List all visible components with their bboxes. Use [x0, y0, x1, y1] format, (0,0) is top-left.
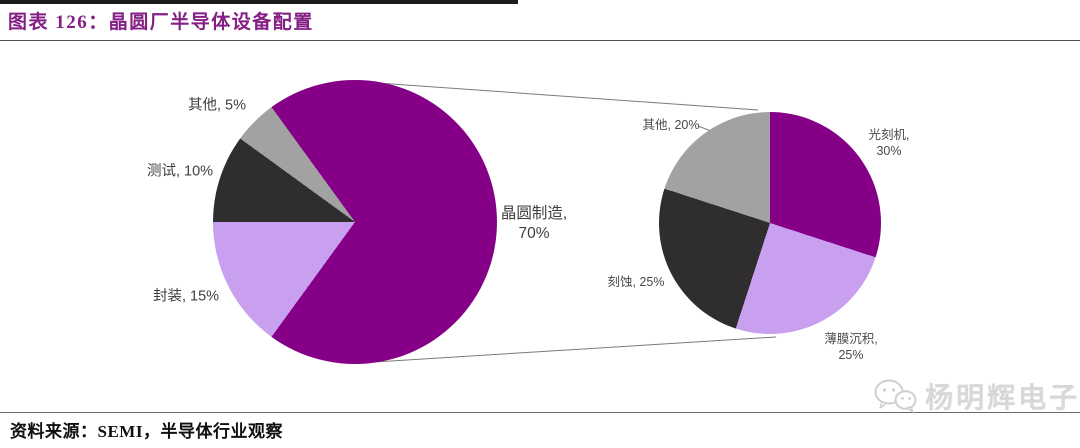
top-accent-bar	[0, 0, 518, 4]
watermark-text: 杨明辉电子	[924, 383, 1080, 414]
pie-wafer-fab-breakdown	[659, 112, 881, 334]
label-main-test: 测试, 10%	[146, 163, 214, 180]
wechat-icon	[874, 379, 917, 413]
title-divider	[0, 40, 1080, 41]
label-main-other: 其他, 5%	[187, 97, 247, 114]
label-sec-thin-film: 薄膜沉积, 25%	[824, 332, 878, 362]
pie-main-equipment	[213, 80, 497, 364]
footer-divider	[0, 412, 1080, 413]
label-main-wafer-fab: 晶圆制造, 70%	[500, 205, 568, 242]
label-sec-lithography: 光刻机, 30%	[868, 128, 910, 158]
label-sec-other: 其他, 20%	[642, 118, 700, 132]
label-main-packaging: 封装, 15%	[152, 288, 220, 305]
watermark: 杨明辉电子	[873, 376, 1080, 416]
label-sec-etching: 刻蚀, 25%	[607, 275, 665, 289]
source-text: 资料来源：SEMI，半导体行业观察	[10, 422, 283, 441]
figure-title: 图表 126：晶圆厂半导体设备配置	[8, 12, 314, 33]
